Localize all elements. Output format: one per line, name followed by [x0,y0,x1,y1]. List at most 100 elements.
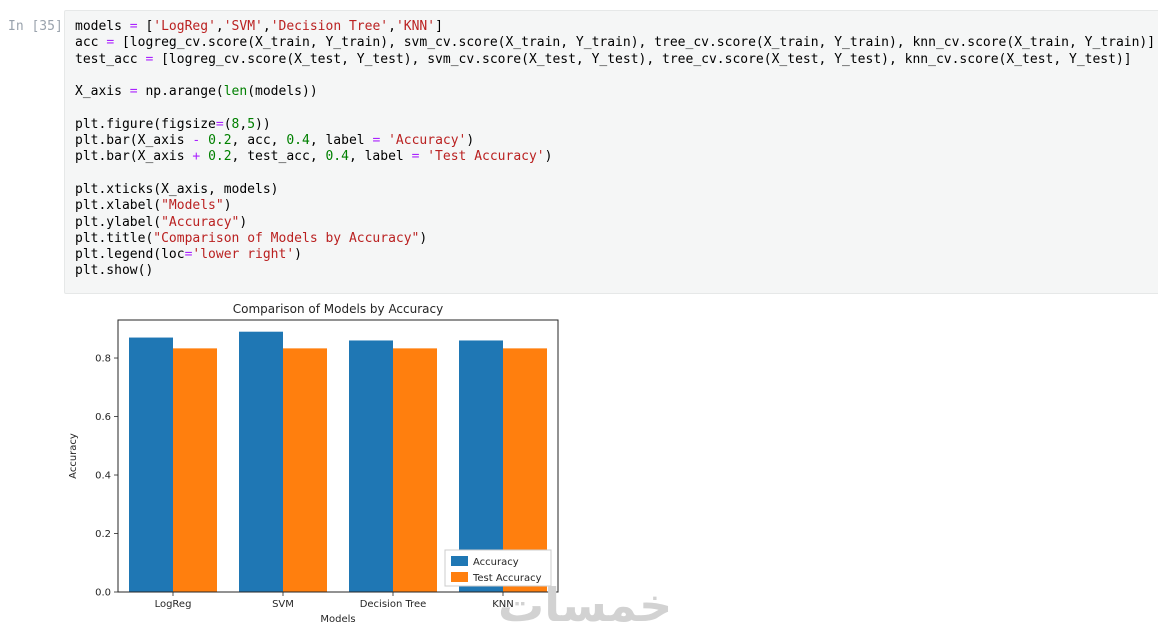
code-line: plt.title("Comparison of Models by Accur… [75,231,1155,247]
code-token: plt.legend(loc [75,247,185,263]
code-token [380,133,388,148]
code-line [75,100,1155,116]
code-token: (models)) [247,84,318,100]
code-token: plt.figure(figsize [75,116,216,132]
y-tick-label: 0.8 [95,354,111,365]
code-token-n: 8 [231,116,240,132]
code-token: X_axis [75,84,130,100]
code-token-k: - [192,133,201,149]
code-token: plt.title( [75,230,154,246]
code-token-s: "Models" [161,198,224,214]
code-line [75,166,1155,182]
code-token-k: = [129,19,138,34]
code-token: plt.xticks(X_axis, models) [75,181,279,197]
code-line: models = ['LogReg','SVM','Decision Tree'… [75,19,1155,35]
code-token: acc [75,35,107,51]
code-token: ) [294,247,302,263]
code-token: plt.ylabel( [75,214,162,230]
cell-input-prompt: In [35]: [8,19,71,34]
code-token: , test_acc, [231,149,326,165]
chart-title: Comparison of Models by Accuracy [233,302,443,316]
code-token: , [388,19,396,34]
y-tick-label: 0.6 [95,412,111,423]
code-token-s: 'SVM' [223,19,263,34]
code-token: , [215,19,224,34]
code-line: test_acc = [logreg_cv.score(X_test, Y_te… [75,52,1155,68]
notebook-cell: In [35]: models = ['LogReg','SVM','Decis… [0,0,1158,294]
code-token-s: 'Decision Tree' [270,19,389,34]
code-token: , acc, [231,133,287,149]
bar-accuracy [239,331,283,592]
cell-output: LogReg SVM Decision Tree KNN 0.0 0.2 0.4 0.6 0.8… [64,302,1158,632]
code-token-k: + [192,149,201,165]
code-token: , label [348,149,412,165]
code-token-n: 0.4 [325,149,349,165]
code-line: plt.legend(loc='lower right') [75,247,1155,263]
output-chart: LogReg SVM Decision Tree KNN 0.0 0.2 0.4 0.6 0.8… [68,302,559,625]
bar-accuracy [129,337,173,592]
code-line: plt.bar(X_axis - 0.2, acc, 0.4, label = … [75,133,1155,149]
y-axis-label: Accuracy [68,433,79,479]
axes-frame [117,319,559,593]
code-token-k: = [145,51,154,67]
code-token-n: 0.2 [208,133,232,149]
code-token-k: = [411,149,420,165]
y-tick-label: 0.4 [95,471,111,482]
code-token-s: 'LogReg' [153,19,216,34]
code-line: acc = [logreg_cv.score(X_train, Y_train)… [75,35,1155,51]
code-token: [logreg_cv.score(X_train, Y_train), svm_… [114,35,1156,51]
code-token-s: "Comparison of Models by Accuracy" [153,230,420,246]
y-tick-label: 0.2 [95,529,111,540]
code-token-k: = [106,35,115,51]
code-token: [logreg_cv.score(X_test, Y_test), svm_cv… [153,51,1132,67]
code-token: ) [239,214,248,230]
code-token: ] [435,19,443,34]
code-token-k: = [215,116,224,132]
legend-label: Accuracy [473,557,519,568]
code-token-s: "Accuracy" [161,214,240,230]
bar-accuracy [349,340,393,592]
bar-test-accuracy [173,348,217,592]
code-token-s: 'lower right' [192,247,295,263]
legend-label: Test Accuracy [472,573,542,584]
code-token: models [75,19,130,34]
bar-test-accuracy [283,348,327,592]
code-token-n: 0.2 [208,149,232,165]
code-token: ) [223,198,232,214]
code-token [200,149,208,164]
bar-test-accuracy [393,348,437,592]
code-token-k: = [129,84,138,100]
code-token: np.arange( [137,84,224,100]
code-token-k: = [184,247,193,263]
legend-swatch-accuracy [451,556,468,566]
code-editor[interactable]: models = ['LogReg','SVM','Decision Tree'… [65,11,1158,288]
code-line: plt.ylabel("Accuracy") [75,215,1155,231]
code-line: plt.figure(figsize=(8,5)) [75,117,1155,133]
legend-swatch-test-accuracy [451,572,468,582]
x-tick-label: SVM [272,599,294,610]
code-token: ) [419,230,428,246]
code-token: , [262,19,271,34]
code-cell[interactable]: models = ['LogReg','SVM','Decision Tree'… [64,10,1158,294]
code-token: ) [544,149,553,165]
code-token: plt.bar(X_axis [75,133,193,149]
code-line [75,68,1155,84]
code-line: plt.bar(X_axis + 0.2, test_acc, 0.4, lab… [75,149,1155,165]
x-tick-label: Decision Tree [360,599,427,610]
code-token-s: 'KNN' [395,19,436,34]
code-line: plt.show() [75,263,1155,279]
code-token [200,133,208,148]
code-token: plt.bar(X_axis [75,149,193,165]
code-token: , label [309,133,373,149]
code-token-s: 'Accuracy' [388,133,467,149]
x-tick-label: KNN [492,599,514,610]
code-token: plt.show() [75,263,154,279]
code-line: plt.xlabel("Models") [75,198,1155,214]
code-token: plt.xlabel( [75,198,162,214]
code-token: , [239,116,248,132]
code-token: )) [255,116,271,132]
code-token-k: = [372,133,381,149]
code-line: X_axis = np.arange(len(models)) [75,84,1155,100]
code-token: ) [466,133,475,149]
code-token: ( [223,116,232,132]
